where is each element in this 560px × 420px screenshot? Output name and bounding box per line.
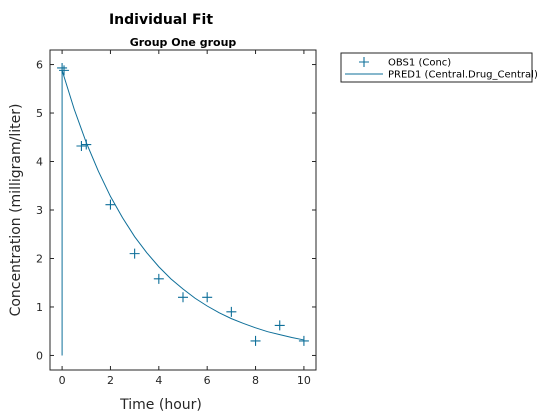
obs-point — [202, 292, 213, 303]
obs-point — [129, 248, 140, 259]
figure-title: Individual Fit — [109, 12, 213, 28]
x-tick-label: 0 — [59, 374, 66, 387]
x-tick-label: 4 — [155, 374, 162, 387]
series-layer — [57, 62, 309, 356]
legend-box — [340, 52, 533, 83]
x-axis-label: Time (hour) — [119, 397, 202, 413]
legend-label: OBS1 (Conc) — [388, 58, 451, 69]
obs-point — [153, 273, 164, 284]
legend-label: PRED1 (Central.Drug_Central) — [388, 70, 538, 81]
legend-plus-swatch — [359, 57, 369, 67]
obs-point — [59, 65, 70, 76]
y-tick-label: 4 — [36, 156, 43, 169]
obs-point — [226, 306, 237, 317]
plot-area: 0 2 4 6 8 10 0 1 2 3 4 5 6 — [36, 49, 317, 387]
y-axis-ticks: 0 1 2 3 4 5 6 — [36, 59, 316, 362]
x-tick-label: 6 — [204, 374, 211, 387]
legend: OBS1 (Conc)PRED1 (Central.Drug_Central) — [340, 52, 538, 83]
x-tick-label: 10 — [297, 374, 311, 387]
obs-point — [250, 335, 261, 346]
y-tick-label: 2 — [36, 252, 43, 265]
x-tick-label: 2 — [107, 374, 114, 387]
obs-point — [274, 320, 285, 331]
x-axis-ticks: 0 2 4 6 8 10 — [59, 50, 311, 387]
y-tick-label: 0 — [36, 349, 43, 362]
obs-point — [105, 199, 116, 210]
chart-title: Group One group — [130, 36, 237, 49]
x-tick-label: 8 — [252, 374, 259, 387]
pred-line — [61, 70, 305, 356]
obs-point — [178, 292, 188, 303]
y-tick-label: 6 — [36, 59, 43, 72]
plot-frame — [49, 49, 317, 371]
obs-point — [298, 335, 309, 346]
y-tick-label: 5 — [36, 107, 43, 120]
y-tick-label: 3 — [36, 204, 43, 217]
y-axis-label: Concentration (milligram/liter) — [8, 104, 24, 317]
obs-point — [76, 141, 87, 151]
y-tick-label: 1 — [36, 301, 43, 314]
